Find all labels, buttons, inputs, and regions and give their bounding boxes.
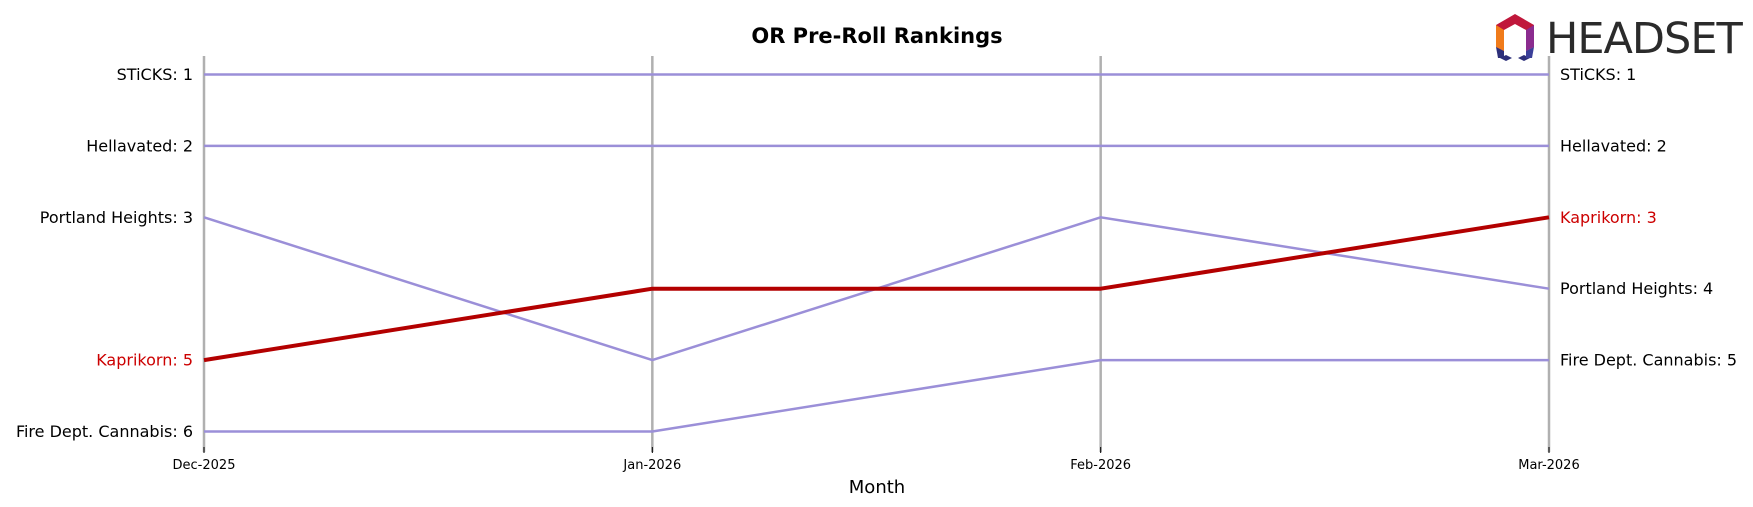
left-rank-labels: STiCKS: 1 Hellavated: 2 Portland Heights: … (16, 65, 193, 441)
headset-hexagon-logo-icon (1496, 14, 1534, 61)
left-rank-label: Kaprikorn: 5 (96, 351, 193, 370)
left-rank-label: Fire Dept. Cannabis: 6 (16, 422, 193, 441)
chart-title: OR Pre-Roll Rankings (751, 24, 1002, 48)
x-axis-ticks: Dec-2025 Jan-2026 Feb-2026 Mar-2026 (173, 447, 1580, 473)
x-tick-label: Mar-2026 (1518, 458, 1579, 473)
right-rank-label: Portland Heights: 4 (1560, 279, 1713, 298)
x-tick-label: Jan-2026 (622, 458, 681, 473)
x-axis-label: Month (849, 477, 905, 498)
right-rank-label: STiCKS: 1 (1560, 65, 1636, 84)
logo-wordmark: HEADSET (1546, 14, 1743, 64)
right-rank-label: Kaprikorn: 3 (1560, 208, 1657, 227)
x-tick-label: Feb-2026 (1070, 458, 1131, 473)
series-lines (203, 73, 1550, 433)
right-rank-label: Hellavated: 2 (1560, 136, 1667, 155)
left-rank-label: STiCKS: 1 (117, 65, 193, 84)
month-gridlines (202, 56, 1551, 452)
headset-logo: HEADSET (1496, 14, 1744, 64)
left-rank-label: Portland Heights: 3 (40, 208, 193, 227)
right-rank-labels: STiCKS: 1 Hellavated: 2 Kaprikorn: 3 Portla… (1560, 65, 1737, 370)
left-rank-label: Hellavated: 2 (86, 136, 193, 155)
series-line-kaprikorn (203, 215, 1550, 363)
series-line-fire-dept-cannabis (204, 358, 1549, 433)
right-rank-label: Fire Dept. Cannabis: 5 (1560, 351, 1737, 370)
x-tick-label: Dec-2025 (173, 458, 236, 473)
